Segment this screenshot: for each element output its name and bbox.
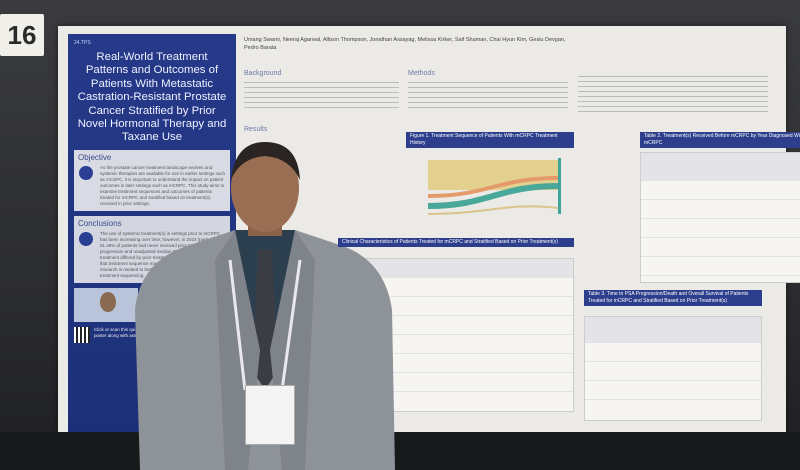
background-text (244, 82, 399, 112)
methods-text-2 (578, 76, 768, 116)
results-heading: Results (244, 126, 268, 133)
table1-caption: Clinical Characteristics of Patients Tre… (338, 238, 574, 247)
table-row (585, 381, 761, 400)
table3-caption: Table 3. Time to PSA Progression/Death a… (584, 290, 762, 306)
table-row (339, 278, 573, 297)
sankey-chart (427, 158, 561, 215)
table2 (640, 152, 800, 283)
methods-heading: Methods (408, 70, 435, 77)
table-row (339, 354, 573, 373)
objective-heading: Objective (78, 152, 112, 162)
sankey-node (558, 158, 561, 214)
qr-code (74, 326, 90, 343)
table-row (641, 238, 800, 257)
poster-code: 24.TPS (74, 40, 91, 46)
objective-box: Objective As the prostate cancer treatme… (74, 149, 230, 211)
floor-shadow (0, 432, 800, 470)
table2-caption: Table 2. Treatment(s) Received Before mC… (640, 132, 800, 148)
table-row (641, 257, 800, 276)
author-list: Umang Swami, Neeraj Agarwal, Allison Tho… (244, 37, 566, 51)
hair (231, 142, 300, 180)
sankey-flow-orange (427, 176, 559, 198)
methods-text (408, 82, 568, 110)
table-row (585, 362, 761, 381)
table-row (585, 343, 761, 362)
table-row (339, 335, 573, 354)
sankey-flow-teal (427, 183, 559, 209)
name-badge (245, 385, 295, 445)
lanyard-right (280, 259, 302, 391)
table-header (585, 317, 761, 343)
table-row (339, 316, 573, 335)
table-header (641, 153, 800, 181)
background-heading: Background (244, 70, 282, 77)
table-row (339, 373, 573, 392)
poster-title-panel: 24.TPS Real-World Treatment Patterns and… (68, 34, 236, 432)
poster-title: Real-World Treatment Patterns and Outcom… (77, 51, 227, 144)
booth-number: 16 (0, 14, 44, 56)
presenter-face (100, 291, 116, 312)
presenter-person (135, 142, 395, 470)
dna-icon (79, 231, 93, 246)
presenter-photo (74, 287, 138, 322)
search-icon (79, 165, 93, 180)
table-row (641, 219, 800, 238)
table3 (584, 316, 762, 421)
figure1-caption: Figure 1. Treatment Sequence of Patients… (406, 132, 574, 148)
conclusions-heading: Conclusions (78, 218, 122, 228)
lanyard-left (228, 259, 247, 391)
table-row (339, 297, 573, 316)
table-header (339, 259, 573, 278)
face (231, 144, 299, 232)
table-row (641, 181, 800, 200)
sankey-flow-minor (427, 205, 559, 215)
table-row (641, 200, 800, 219)
objective-text: As the prostate cancer treatment landsca… (100, 164, 226, 206)
